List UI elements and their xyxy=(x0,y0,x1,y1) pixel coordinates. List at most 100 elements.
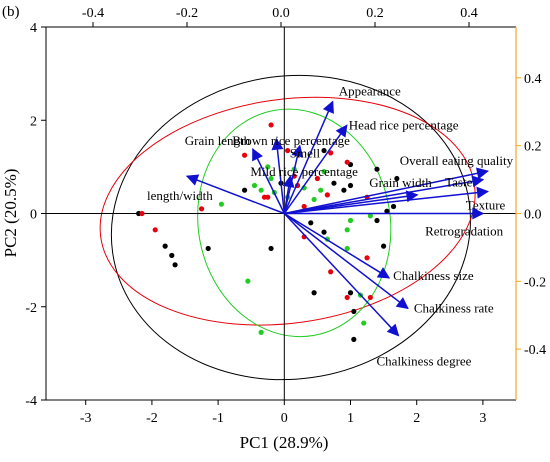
y-tick-label: 4 xyxy=(30,21,37,36)
point-red xyxy=(364,255,370,261)
scatter-points xyxy=(136,122,400,342)
point-black xyxy=(341,187,347,193)
point-red xyxy=(139,210,145,217)
point-green xyxy=(265,164,271,170)
loading-label: Head rice percentage xyxy=(349,117,459,132)
point-red xyxy=(241,152,248,158)
point-green xyxy=(347,217,354,224)
x-tick-label: -3 xyxy=(80,411,92,426)
loading-arrow xyxy=(185,174,285,215)
top-x-tick-label: 0.4 xyxy=(460,6,478,21)
point-black xyxy=(308,220,314,226)
x-tick-label: 2 xyxy=(413,411,420,426)
point-red xyxy=(367,294,373,301)
right-y-tick-label: 0.2 xyxy=(524,140,542,155)
point-green xyxy=(258,329,264,335)
loading-label: length/width xyxy=(147,188,213,203)
point-green xyxy=(321,168,327,175)
y-tick-label: -2 xyxy=(25,301,37,316)
loading-label: Grain width xyxy=(369,175,432,190)
loading-label: Brown rice percentage xyxy=(232,133,350,148)
point-black xyxy=(268,245,274,252)
axes: -3 -2 -1 0 1 2 3 -4 -2 0 2 4 -0.4 -0.2 0.0 0.2 0.4 -0.4 -0… xyxy=(25,6,546,426)
point-black xyxy=(390,203,397,210)
loading-label: Appearance xyxy=(339,84,401,99)
point-red xyxy=(324,192,330,198)
point-green xyxy=(318,187,324,193)
point-black xyxy=(321,229,327,235)
point-green xyxy=(245,278,251,284)
x-tick-label: -2 xyxy=(146,411,158,426)
point-green xyxy=(367,213,373,219)
x-tick-label: -1 xyxy=(212,411,224,426)
loading-arrow xyxy=(282,175,295,214)
loading-arrow xyxy=(283,212,409,310)
point-black xyxy=(331,180,337,186)
ellipse-black xyxy=(110,74,471,381)
loading-arrow xyxy=(252,147,285,214)
point-black xyxy=(384,208,390,214)
y-axis-title: PC2 (20.5%) xyxy=(1,169,20,258)
point-green xyxy=(258,187,264,193)
point-red xyxy=(268,122,274,128)
point-red xyxy=(344,159,350,165)
point-green xyxy=(311,196,317,203)
y-tick-label: -4 xyxy=(25,394,37,409)
loading-arrow xyxy=(283,212,400,337)
loading-label: Mild rice percentage xyxy=(250,164,358,179)
point-black xyxy=(374,166,380,172)
point-black xyxy=(347,182,354,189)
point-black xyxy=(351,336,357,342)
point-black xyxy=(241,187,248,193)
point-red xyxy=(314,175,321,182)
loading-label: Grain length xyxy=(185,133,251,148)
point-red xyxy=(285,147,291,154)
point-green xyxy=(344,227,350,233)
point-green xyxy=(344,245,350,252)
loading-arrow xyxy=(284,175,485,215)
y-tick-label: 0 xyxy=(30,208,37,223)
loading-label: Smell xyxy=(290,146,321,161)
right-y-tick-label: 0.0 xyxy=(524,208,542,223)
point-red xyxy=(328,269,334,275)
point-red xyxy=(198,206,205,212)
loading-label: Texture xyxy=(466,197,506,212)
point-black xyxy=(374,217,380,224)
point-black xyxy=(394,175,400,182)
point-red xyxy=(344,294,350,301)
point-red xyxy=(265,194,271,200)
point-black xyxy=(311,290,317,296)
loading-label: Taste xyxy=(445,175,472,190)
point-green xyxy=(268,175,274,182)
point-red xyxy=(152,227,158,233)
top-x-tick-label: -0.2 xyxy=(176,6,198,21)
right-y-tick-label: -0.4 xyxy=(524,343,546,358)
point-black xyxy=(205,245,211,252)
x-axis-title: PC1 (28.9%) xyxy=(240,433,329,452)
y-tick-label: 2 xyxy=(30,114,37,129)
top-x-tick-label: -0.4 xyxy=(82,6,104,21)
point-black xyxy=(162,243,168,249)
loading-label: Chalkiness degree xyxy=(377,354,472,369)
x-tick-label: 0 xyxy=(281,411,288,426)
point-red xyxy=(328,150,334,156)
point-black xyxy=(347,290,354,296)
right-y-tick-label: 0.4 xyxy=(524,72,542,87)
loading-arrow xyxy=(283,100,334,214)
right-y-tick-label: -0.2 xyxy=(524,275,546,290)
point-black xyxy=(381,243,387,249)
point-black xyxy=(321,147,327,154)
point-green xyxy=(361,320,367,326)
loading-label: Chalkiness size xyxy=(393,268,474,283)
point-green xyxy=(218,201,225,207)
loading-arrow xyxy=(271,137,286,214)
point-red xyxy=(301,203,307,210)
loading-arrow xyxy=(284,167,489,215)
top-x-tick-label: 0.0 xyxy=(272,6,290,21)
top-x-tick-label: 0.2 xyxy=(366,6,384,21)
loading-label: Chalkiness rate xyxy=(414,300,494,315)
point-black xyxy=(351,308,357,315)
loading-arrow xyxy=(284,186,489,215)
loading-arrow xyxy=(283,124,348,214)
